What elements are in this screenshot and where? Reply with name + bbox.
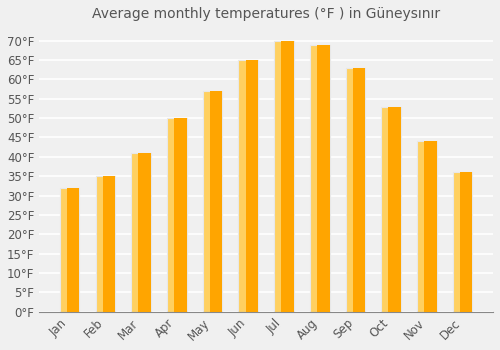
Bar <box>60 188 80 312</box>
Title: Average monthly temperatures (°F ) in Güneysınır: Average monthly temperatures (°F ) in Gü… <box>92 7 440 21</box>
Bar <box>174 118 186 312</box>
Bar <box>317 44 330 312</box>
Bar <box>246 60 258 312</box>
Bar <box>67 188 80 312</box>
Bar <box>382 106 401 312</box>
Bar <box>453 172 472 312</box>
Bar <box>460 172 472 312</box>
Bar <box>138 153 151 312</box>
Bar <box>274 41 294 312</box>
Bar <box>132 153 151 312</box>
Bar <box>346 68 366 312</box>
Bar <box>424 141 436 312</box>
Bar <box>167 118 186 312</box>
Bar <box>417 141 436 312</box>
Bar <box>202 91 222 312</box>
Bar <box>96 176 115 312</box>
Bar <box>310 44 330 312</box>
Bar <box>238 60 258 312</box>
Bar <box>352 68 366 312</box>
Bar <box>210 91 222 312</box>
Bar <box>388 106 401 312</box>
Bar <box>282 41 294 312</box>
Bar <box>102 176 115 312</box>
